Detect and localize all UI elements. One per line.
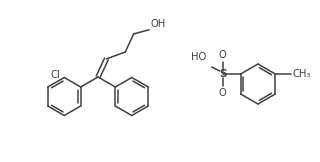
Text: O: O (219, 50, 227, 60)
Text: Cl: Cl (50, 70, 60, 81)
Text: OH: OH (150, 19, 165, 29)
Text: CH₃: CH₃ (292, 69, 311, 79)
Text: HO: HO (191, 52, 207, 62)
Text: S: S (219, 69, 227, 79)
Text: O: O (219, 88, 227, 98)
